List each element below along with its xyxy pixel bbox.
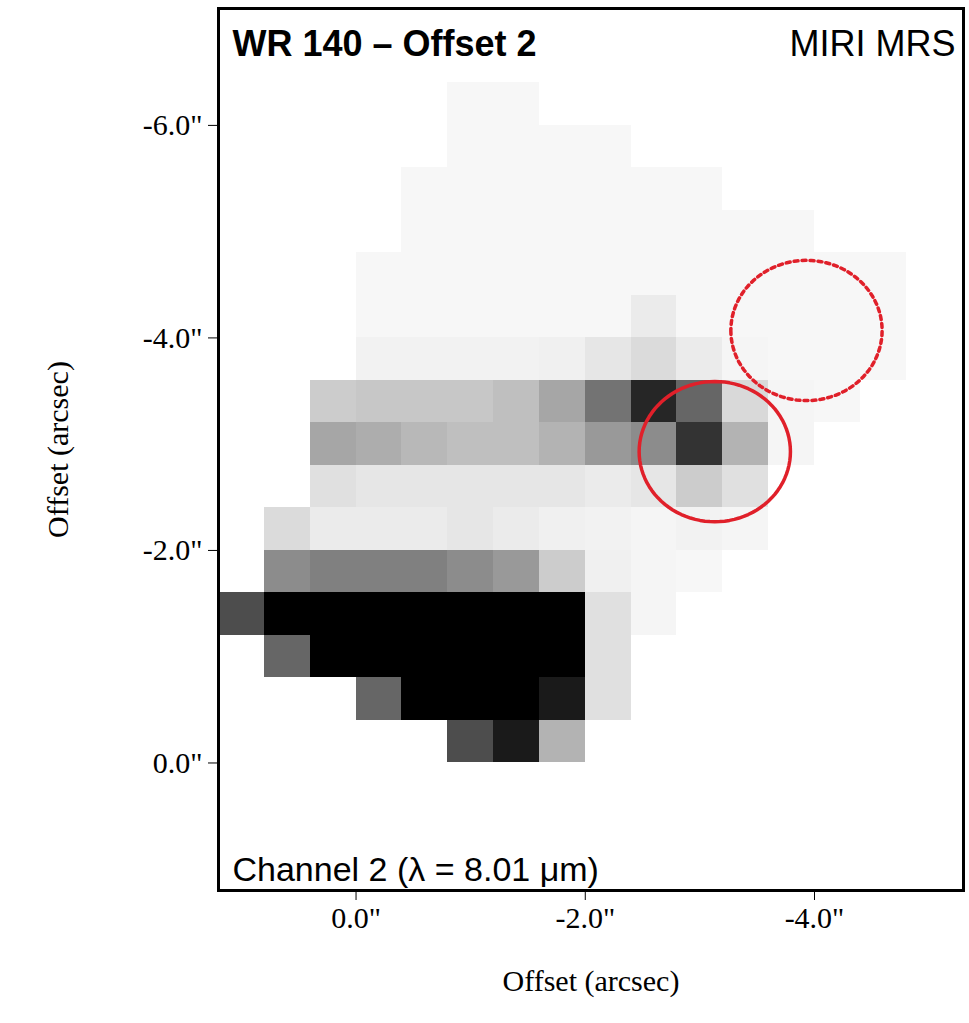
svg-text:-6.0": -6.0": [143, 108, 203, 141]
svg-text:-4.0": -4.0": [785, 901, 845, 934]
svg-text:0.0": 0.0": [153, 746, 203, 779]
svg-text:-4.0": -4.0": [143, 321, 203, 354]
svg-text:WR 140 – Offset 2: WR 140 – Offset 2: [233, 23, 537, 64]
svg-text:Offset (arcsec): Offset (arcsec): [503, 964, 680, 998]
svg-text:MIRI MRS: MIRI MRS: [790, 23, 956, 64]
svg-text:-2.0": -2.0": [555, 901, 615, 934]
svg-text:Offset (arcsec): Offset (arcsec): [41, 361, 75, 538]
svg-text:Channel 2 (λ = 8.01 μm): Channel 2 (λ = 8.01 μm): [233, 850, 599, 888]
svg-text:0.0": 0.0": [331, 901, 381, 934]
svg-text:-2.0": -2.0": [143, 533, 203, 566]
